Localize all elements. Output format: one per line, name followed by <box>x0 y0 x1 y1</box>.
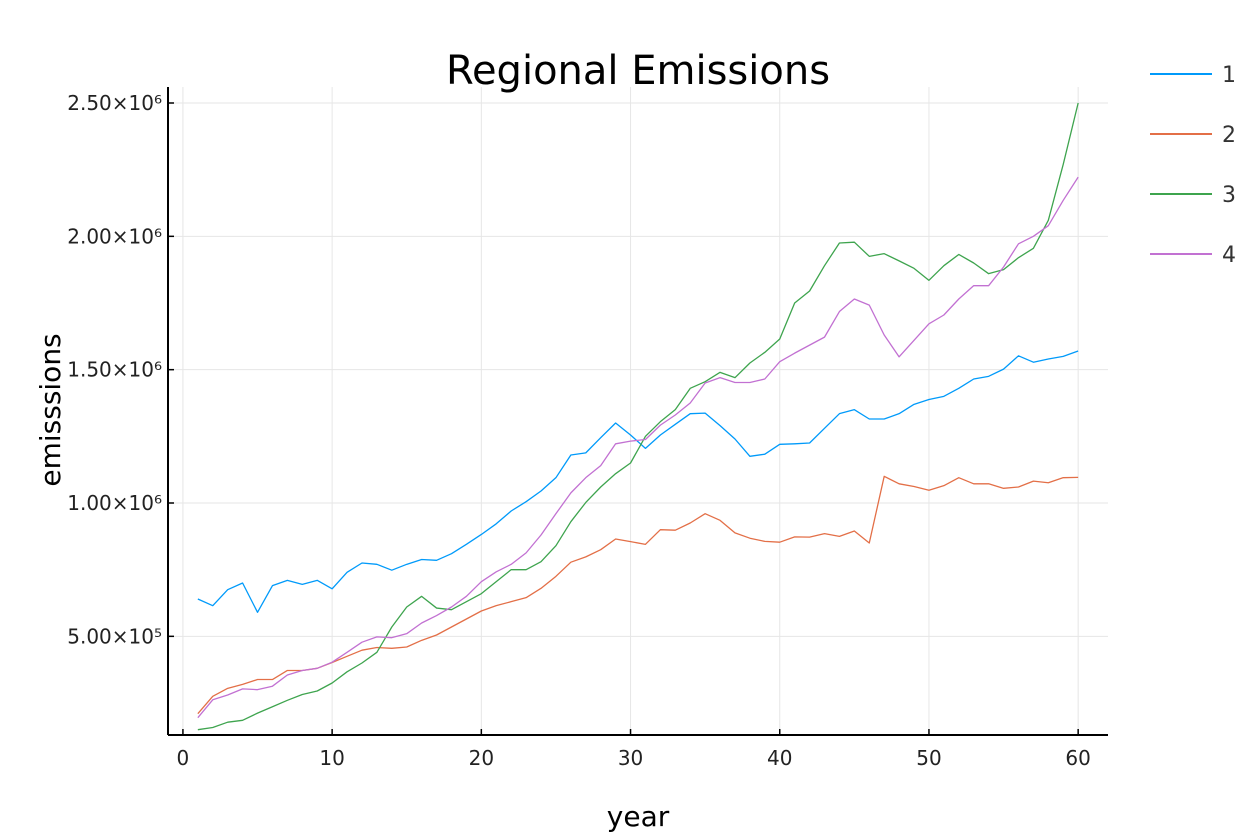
chart-title: Regional Emissions <box>446 48 830 94</box>
legend-label-4: 4 <box>1222 243 1236 268</box>
legend-label-1: 1 <box>1222 63 1236 88</box>
legend: 1 2 3 4 <box>1150 63 1236 268</box>
y-tick-label-2: 1.50×10⁶ <box>67 358 162 382</box>
x-tick-label-2: 20 <box>469 746 494 770</box>
series-line-4 <box>197 176 1079 719</box>
gridlines <box>168 87 1108 735</box>
y-axis-title: emisssions <box>34 333 67 486</box>
axes <box>167 87 1108 736</box>
y-tick-label-1: 1.00×10⁶ <box>67 491 162 515</box>
series-line-1 <box>197 350 1079 613</box>
x-tick-label-6: 60 <box>1065 746 1090 770</box>
y-tick-label-0: 5.00×10⁵ <box>67 624 162 648</box>
legend-label-2: 2 <box>1222 123 1236 148</box>
series-line-3 <box>197 102 1079 731</box>
x-tick-label-1: 10 <box>319 746 344 770</box>
y-tick-label-3: 2.00×10⁶ <box>67 224 162 248</box>
x-tick-label-5: 50 <box>916 746 941 770</box>
x-tick-label-0: 0 <box>177 746 190 770</box>
legend-label-3: 3 <box>1222 183 1236 208</box>
series-lines <box>197 102 1079 731</box>
y-tick-label-4: 2.50×10⁶ <box>67 91 162 115</box>
x-tick-label-4: 40 <box>767 746 792 770</box>
series-line-2 <box>197 475 1079 715</box>
tick-labels: 0 10 20 30 40 50 60 5.00×10⁵ 1.00×10⁶ 1.50×10⁶ 2.0… <box>67 91 1091 770</box>
x-axis-title: year <box>607 800 670 833</box>
x-tick-label-3: 30 <box>618 746 643 770</box>
